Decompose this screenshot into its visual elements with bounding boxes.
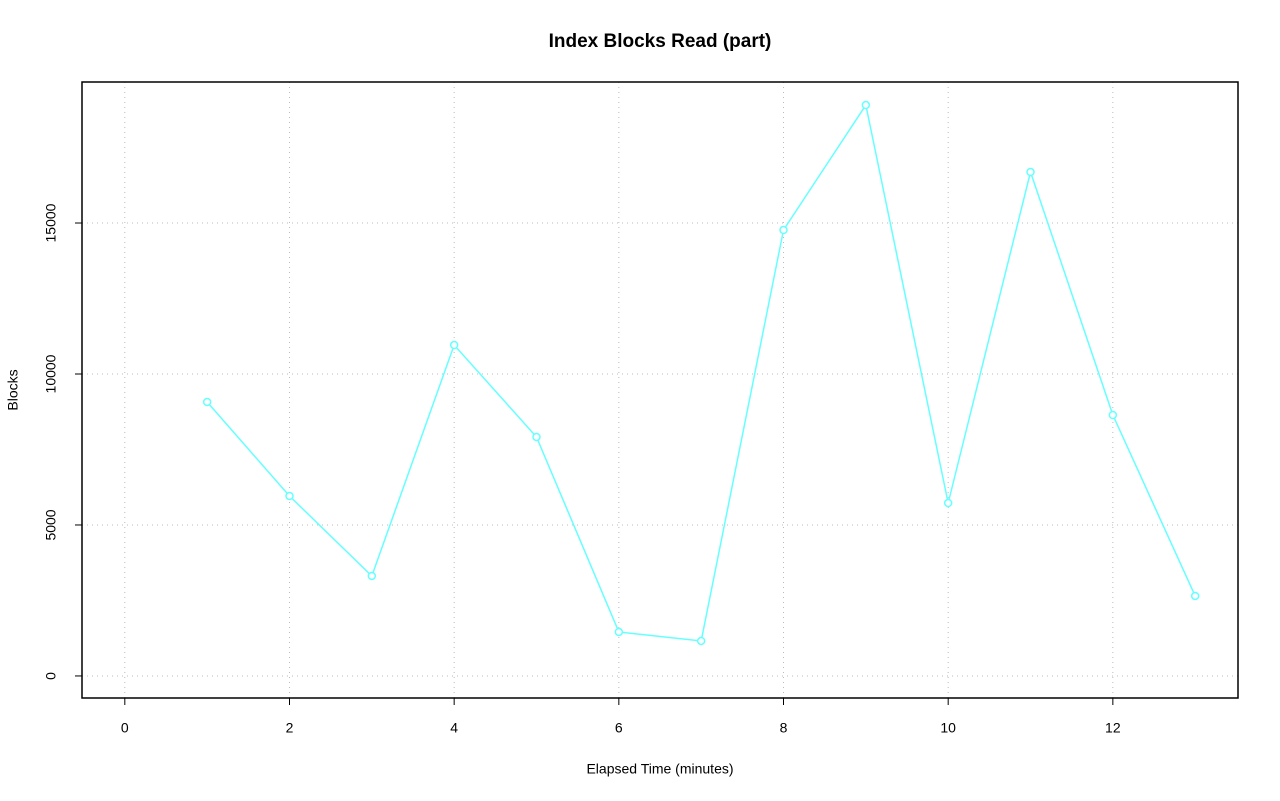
y-tick-label: 0 [43, 672, 59, 680]
y-tick-label: 5000 [43, 509, 59, 540]
x-tick-label: 2 [286, 720, 294, 736]
x-axis-title: Elapsed Time (minutes) [586, 761, 733, 777]
data-line [206, 103, 1196, 642]
data-point [367, 571, 377, 581]
data-point [532, 432, 541, 442]
data-point [861, 100, 871, 110]
x-tick-label: 4 [450, 720, 458, 736]
data-point [1108, 410, 1118, 420]
x-tick-label: 6 [615, 720, 623, 736]
y-tick-label: 15000 [43, 203, 59, 242]
data-point [1190, 591, 1200, 601]
data-point [285, 491, 294, 501]
y-tick-label: 10000 [43, 354, 59, 393]
x-tick-label: 8 [780, 720, 788, 736]
x-tick-label: 12 [1105, 720, 1121, 736]
data-point [449, 340, 459, 350]
y-axis-title: Blocks [5, 369, 21, 410]
x-tick-label: 0 [121, 720, 129, 736]
plot-frame [81, 81, 1239, 699]
data-point [1026, 167, 1035, 177]
x-tick-label: 10 [940, 720, 956, 736]
data-point [779, 225, 788, 235]
data-point [202, 397, 212, 407]
data-point [614, 627, 624, 637]
data-point [943, 498, 953, 508]
data-point [696, 636, 706, 646]
chart-title: Index Blocks Read (part) [549, 31, 772, 52]
